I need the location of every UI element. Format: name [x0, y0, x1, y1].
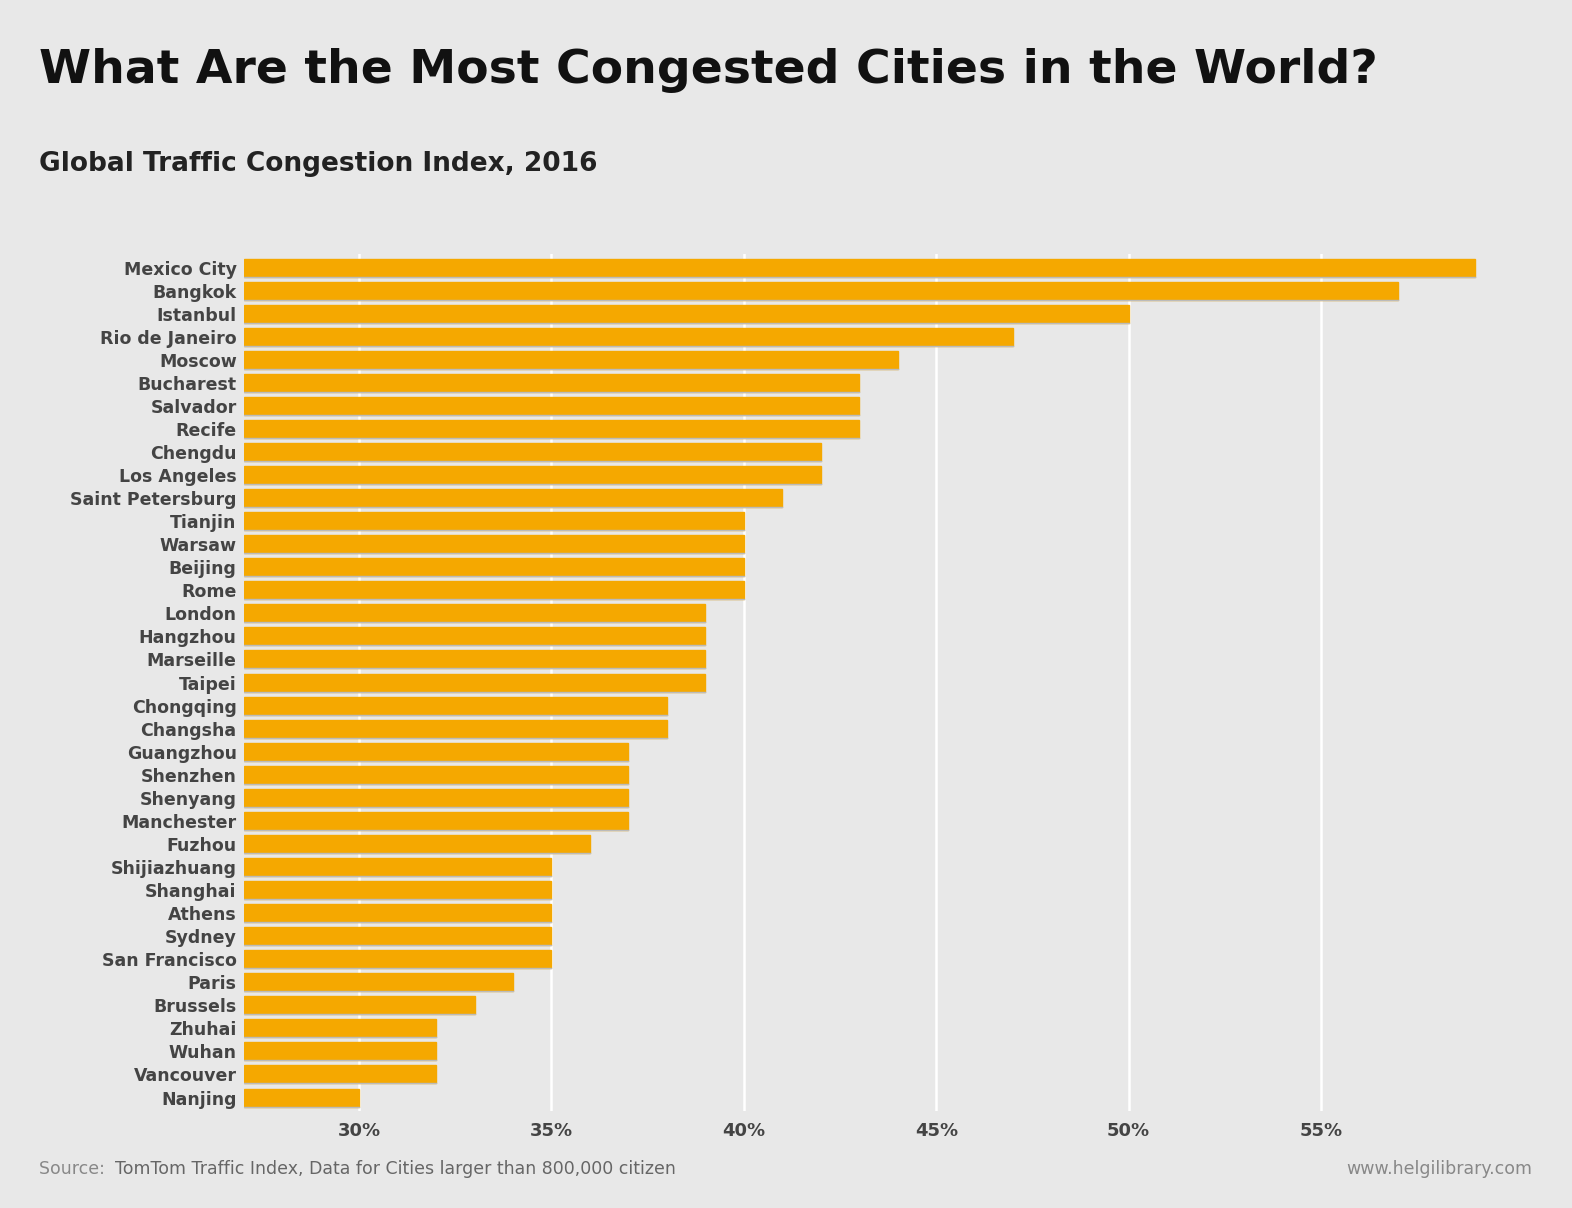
Bar [244, 627, 706, 645]
Bar [244, 674, 706, 691]
Bar [244, 650, 706, 668]
Text: TomTom Traffic Index, Data for Cities larger than 800,000 citizen: TomTom Traffic Index, Data for Cities la… [115, 1160, 676, 1178]
Bar [244, 1043, 435, 1061]
Bar [244, 835, 590, 853]
Bar [244, 373, 860, 391]
Bar [244, 881, 552, 899]
Bar [244, 974, 512, 992]
Bar [244, 928, 552, 945]
Bar [244, 997, 475, 1015]
Text: Global Traffic Congestion Index, 2016: Global Traffic Congestion Index, 2016 [39, 151, 597, 178]
Text: What Are the Most Congested Cities in the World?: What Are the Most Congested Cities in th… [39, 48, 1379, 93]
Bar [244, 350, 898, 368]
Bar [244, 535, 744, 553]
Bar [244, 581, 744, 599]
Bar [244, 489, 783, 507]
Bar [244, 281, 1398, 300]
Bar [244, 789, 629, 807]
Bar [244, 904, 552, 922]
Bar [244, 743, 629, 761]
Bar [244, 397, 860, 414]
Bar [244, 1088, 358, 1107]
Bar [244, 466, 821, 484]
Bar [244, 558, 744, 576]
Bar [244, 327, 1014, 345]
Bar [244, 1065, 435, 1084]
Text: www.helgilibrary.com: www.helgilibrary.com [1347, 1160, 1533, 1178]
Bar [244, 259, 1475, 277]
Bar [244, 604, 706, 622]
Bar [244, 443, 821, 461]
Bar [244, 766, 629, 784]
Bar [244, 858, 552, 876]
Bar [244, 951, 552, 968]
Bar [244, 512, 744, 530]
Bar [244, 812, 629, 830]
Bar [244, 697, 667, 715]
Bar [244, 420, 860, 437]
Bar [244, 720, 667, 738]
Bar [244, 1020, 435, 1038]
Text: Source:: Source: [39, 1160, 110, 1178]
Bar [244, 304, 1129, 323]
